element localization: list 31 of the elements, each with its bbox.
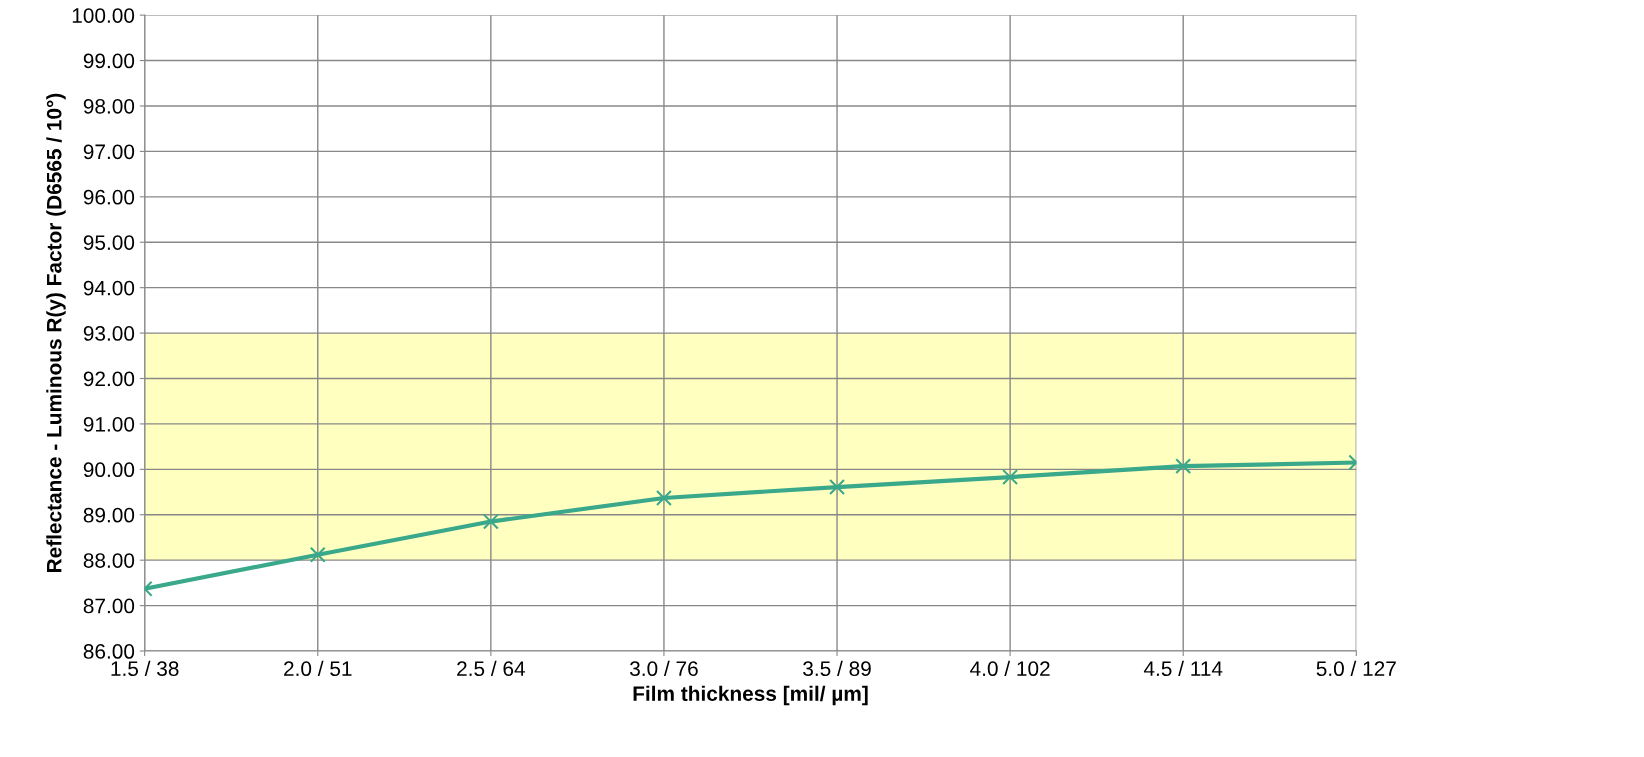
- y-tick-label: 99.00: [83, 53, 135, 69]
- x-tick-label: 1.5 / 38: [111, 660, 179, 677]
- point: [1175, 458, 1192, 475]
- y-tick-label: 91.00: [83, 416, 135, 432]
- x-tick-label: 5.0 / 127: [1316, 660, 1396, 677]
- y-tick-label: 95.00: [83, 235, 135, 250]
- y-tick-label: 87.00: [83, 598, 135, 614]
- y-tick-label: 92.00: [83, 371, 135, 387]
- point: [655, 489, 672, 506]
- point: [482, 513, 499, 530]
- x-axis-title: Film thickness [mil/ µm]: [633, 685, 868, 706]
- y-tick-label: 96.00: [83, 189, 135, 205]
- point: [1002, 469, 1019, 486]
- x-tick-label: 4.0 / 102: [970, 660, 1050, 677]
- x-tick-label: 3.0 / 76: [629, 660, 698, 677]
- point: [309, 546, 326, 563]
- x-tick-label: 4.5 / 114: [1143, 660, 1223, 677]
- point: [829, 479, 846, 496]
- y-tick-label: 86.00: [83, 644, 135, 659]
- x-tick-label: 3.5 / 89: [803, 660, 871, 677]
- y-tick-label: 88.00: [83, 553, 135, 568]
- y-axis-title: Reflectance - Luminous R(y) Factor (D6565 / 10°): [46, 93, 66, 572]
- y-tick-label: 97.00: [83, 144, 135, 160]
- x-tick-label: 2.0 / 51: [284, 660, 352, 677]
- y-tick-label: 100.00: [72, 8, 135, 23]
- y-tick-label: 94.00: [83, 280, 135, 296]
- y-tick-label: 89.00: [83, 507, 135, 523]
- y-tick-label: 98.00: [83, 98, 135, 114]
- y-tick-label: 90.00: [83, 462, 135, 478]
- y-tick-label: 93.00: [83, 326, 135, 341]
- x-tick-label: 2.5 / 64: [457, 660, 525, 677]
